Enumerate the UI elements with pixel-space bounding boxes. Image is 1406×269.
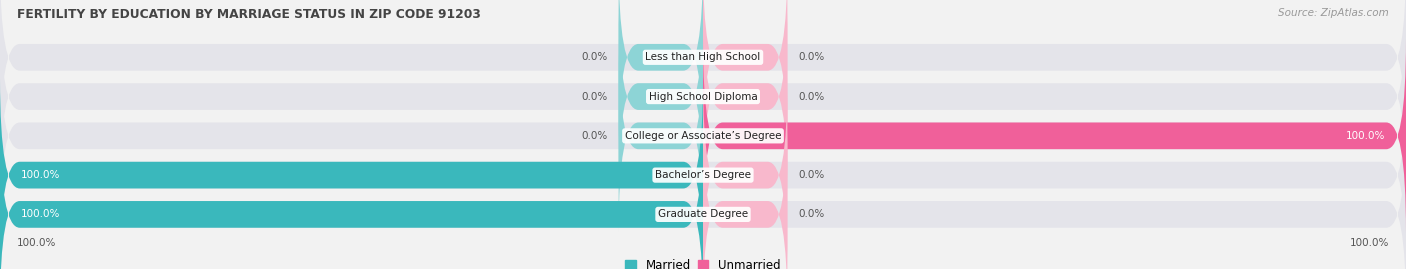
Text: Bachelor’s Degree: Bachelor’s Degree xyxy=(655,170,751,180)
Text: Graduate Degree: Graduate Degree xyxy=(658,209,748,220)
FancyBboxPatch shape xyxy=(703,79,787,269)
Text: 100.0%: 100.0% xyxy=(21,209,60,220)
Text: 0.0%: 0.0% xyxy=(582,91,609,102)
FancyBboxPatch shape xyxy=(0,118,703,269)
FancyBboxPatch shape xyxy=(0,79,703,269)
FancyBboxPatch shape xyxy=(619,0,703,193)
FancyBboxPatch shape xyxy=(0,0,1406,154)
Text: Less than High School: Less than High School xyxy=(645,52,761,62)
Text: 0.0%: 0.0% xyxy=(799,91,824,102)
FancyBboxPatch shape xyxy=(0,118,1406,269)
FancyBboxPatch shape xyxy=(0,79,1406,269)
Text: 100.0%: 100.0% xyxy=(17,238,56,248)
Text: 0.0%: 0.0% xyxy=(799,170,824,180)
Text: 100.0%: 100.0% xyxy=(21,170,60,180)
FancyBboxPatch shape xyxy=(703,0,787,193)
Text: 0.0%: 0.0% xyxy=(799,52,824,62)
Text: 0.0%: 0.0% xyxy=(582,52,609,62)
Legend: Married, Unmarried: Married, Unmarried xyxy=(626,259,780,269)
FancyBboxPatch shape xyxy=(0,0,1406,193)
Text: 100.0%: 100.0% xyxy=(1346,131,1385,141)
Text: 0.0%: 0.0% xyxy=(799,209,824,220)
FancyBboxPatch shape xyxy=(703,39,1406,232)
Text: FERTILITY BY EDUCATION BY MARRIAGE STATUS IN ZIP CODE 91203: FERTILITY BY EDUCATION BY MARRIAGE STATU… xyxy=(17,8,481,21)
FancyBboxPatch shape xyxy=(619,0,703,154)
Text: Source: ZipAtlas.com: Source: ZipAtlas.com xyxy=(1278,8,1389,18)
FancyBboxPatch shape xyxy=(703,0,787,154)
Text: 0.0%: 0.0% xyxy=(582,131,609,141)
Text: 100.0%: 100.0% xyxy=(1350,238,1389,248)
FancyBboxPatch shape xyxy=(619,39,703,232)
FancyBboxPatch shape xyxy=(0,39,1406,232)
FancyBboxPatch shape xyxy=(703,118,787,269)
Text: High School Diploma: High School Diploma xyxy=(648,91,758,102)
Text: College or Associate’s Degree: College or Associate’s Degree xyxy=(624,131,782,141)
